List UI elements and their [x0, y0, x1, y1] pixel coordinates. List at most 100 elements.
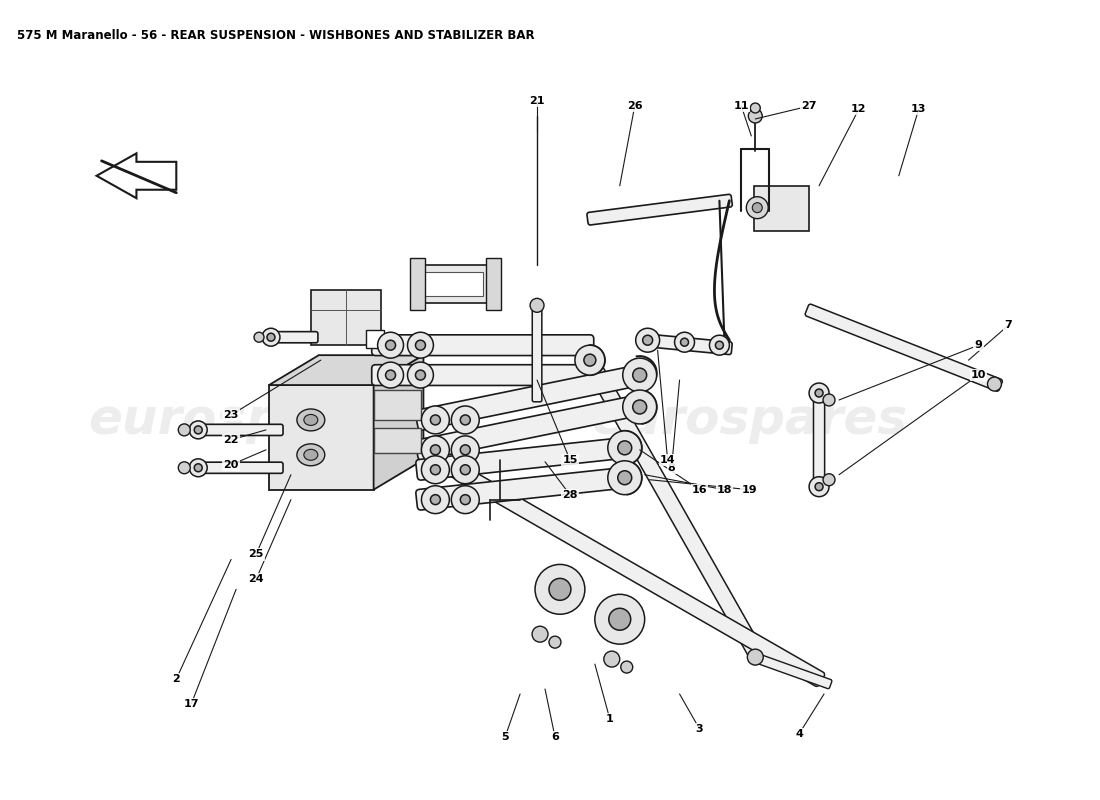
- Text: 13: 13: [911, 104, 926, 114]
- Text: 28: 28: [562, 490, 578, 500]
- Text: 9: 9: [975, 340, 982, 350]
- Text: 24: 24: [249, 574, 264, 584]
- FancyArrow shape: [97, 154, 176, 198]
- Ellipse shape: [460, 465, 471, 474]
- Text: 23: 23: [223, 410, 239, 420]
- FancyBboxPatch shape: [415, 394, 645, 460]
- FancyBboxPatch shape: [416, 438, 629, 480]
- Ellipse shape: [189, 458, 207, 477]
- FancyBboxPatch shape: [805, 304, 1002, 391]
- Ellipse shape: [632, 368, 647, 382]
- FancyBboxPatch shape: [194, 424, 283, 435]
- Ellipse shape: [297, 409, 324, 431]
- Ellipse shape: [750, 103, 760, 113]
- Bar: [374, 390, 421, 420]
- Text: 8: 8: [668, 462, 675, 473]
- Ellipse shape: [386, 370, 396, 380]
- Ellipse shape: [430, 415, 440, 425]
- Ellipse shape: [747, 649, 763, 665]
- Ellipse shape: [377, 332, 404, 358]
- Ellipse shape: [377, 362, 404, 388]
- Ellipse shape: [810, 383, 829, 403]
- Text: 19: 19: [741, 485, 757, 494]
- Text: 21: 21: [529, 96, 544, 106]
- Ellipse shape: [632, 400, 647, 414]
- Ellipse shape: [623, 390, 657, 424]
- Ellipse shape: [262, 328, 279, 346]
- Text: 12: 12: [851, 104, 867, 114]
- Ellipse shape: [710, 335, 729, 355]
- Ellipse shape: [189, 421, 207, 439]
- Ellipse shape: [460, 494, 471, 505]
- Text: 15: 15: [562, 454, 578, 465]
- Ellipse shape: [620, 661, 632, 673]
- Ellipse shape: [608, 608, 630, 630]
- Ellipse shape: [195, 464, 202, 472]
- Ellipse shape: [304, 414, 318, 426]
- Ellipse shape: [178, 424, 190, 436]
- Text: 20: 20: [223, 460, 239, 470]
- Text: 18: 18: [716, 485, 733, 494]
- Bar: [311, 290, 381, 345]
- Ellipse shape: [823, 474, 835, 486]
- Text: eurospares: eurospares: [592, 396, 908, 444]
- Ellipse shape: [810, 477, 829, 497]
- Text: 1: 1: [606, 714, 614, 724]
- Ellipse shape: [386, 340, 396, 350]
- Text: 17: 17: [184, 699, 199, 709]
- Ellipse shape: [460, 445, 471, 455]
- FancyBboxPatch shape: [372, 365, 594, 386]
- FancyBboxPatch shape: [814, 388, 825, 492]
- Ellipse shape: [430, 494, 440, 505]
- FancyBboxPatch shape: [194, 462, 283, 474]
- Ellipse shape: [430, 445, 440, 455]
- Ellipse shape: [815, 389, 823, 397]
- Ellipse shape: [451, 456, 480, 484]
- Ellipse shape: [823, 394, 835, 406]
- Ellipse shape: [421, 456, 450, 484]
- Ellipse shape: [584, 354, 596, 366]
- Ellipse shape: [642, 335, 652, 345]
- Text: 22: 22: [223, 435, 239, 445]
- Ellipse shape: [532, 626, 548, 642]
- Text: 3: 3: [695, 724, 703, 734]
- FancyBboxPatch shape: [268, 332, 318, 342]
- Ellipse shape: [451, 436, 480, 464]
- FancyBboxPatch shape: [582, 354, 767, 665]
- Text: 14: 14: [660, 454, 675, 465]
- Polygon shape: [270, 355, 424, 385]
- Bar: [424, 273, 483, 296]
- Ellipse shape: [618, 441, 631, 455]
- Ellipse shape: [451, 406, 480, 434]
- Ellipse shape: [451, 486, 480, 514]
- FancyBboxPatch shape: [587, 194, 733, 225]
- Text: 2: 2: [173, 674, 180, 684]
- Ellipse shape: [746, 197, 768, 218]
- Ellipse shape: [623, 358, 657, 392]
- Ellipse shape: [407, 362, 433, 388]
- Ellipse shape: [535, 565, 585, 614]
- Ellipse shape: [195, 426, 202, 434]
- Ellipse shape: [530, 298, 544, 312]
- Ellipse shape: [549, 578, 571, 600]
- Bar: [416, 266, 491, 303]
- Ellipse shape: [297, 444, 324, 466]
- Polygon shape: [374, 355, 424, 490]
- Ellipse shape: [988, 377, 1001, 391]
- Ellipse shape: [416, 370, 426, 380]
- Bar: [755, 186, 810, 230]
- FancyBboxPatch shape: [372, 335, 594, 355]
- Text: 5: 5: [502, 732, 509, 742]
- Text: 6: 6: [551, 732, 559, 742]
- Ellipse shape: [267, 334, 275, 342]
- Text: 27: 27: [801, 101, 817, 111]
- Ellipse shape: [618, 470, 631, 485]
- Text: 10: 10: [971, 370, 987, 380]
- Text: eurospares: eurospares: [88, 396, 404, 444]
- Ellipse shape: [304, 450, 318, 460]
- Ellipse shape: [421, 406, 450, 434]
- Ellipse shape: [674, 332, 694, 352]
- Text: 7: 7: [1004, 320, 1012, 330]
- Ellipse shape: [604, 651, 619, 667]
- Ellipse shape: [421, 486, 450, 514]
